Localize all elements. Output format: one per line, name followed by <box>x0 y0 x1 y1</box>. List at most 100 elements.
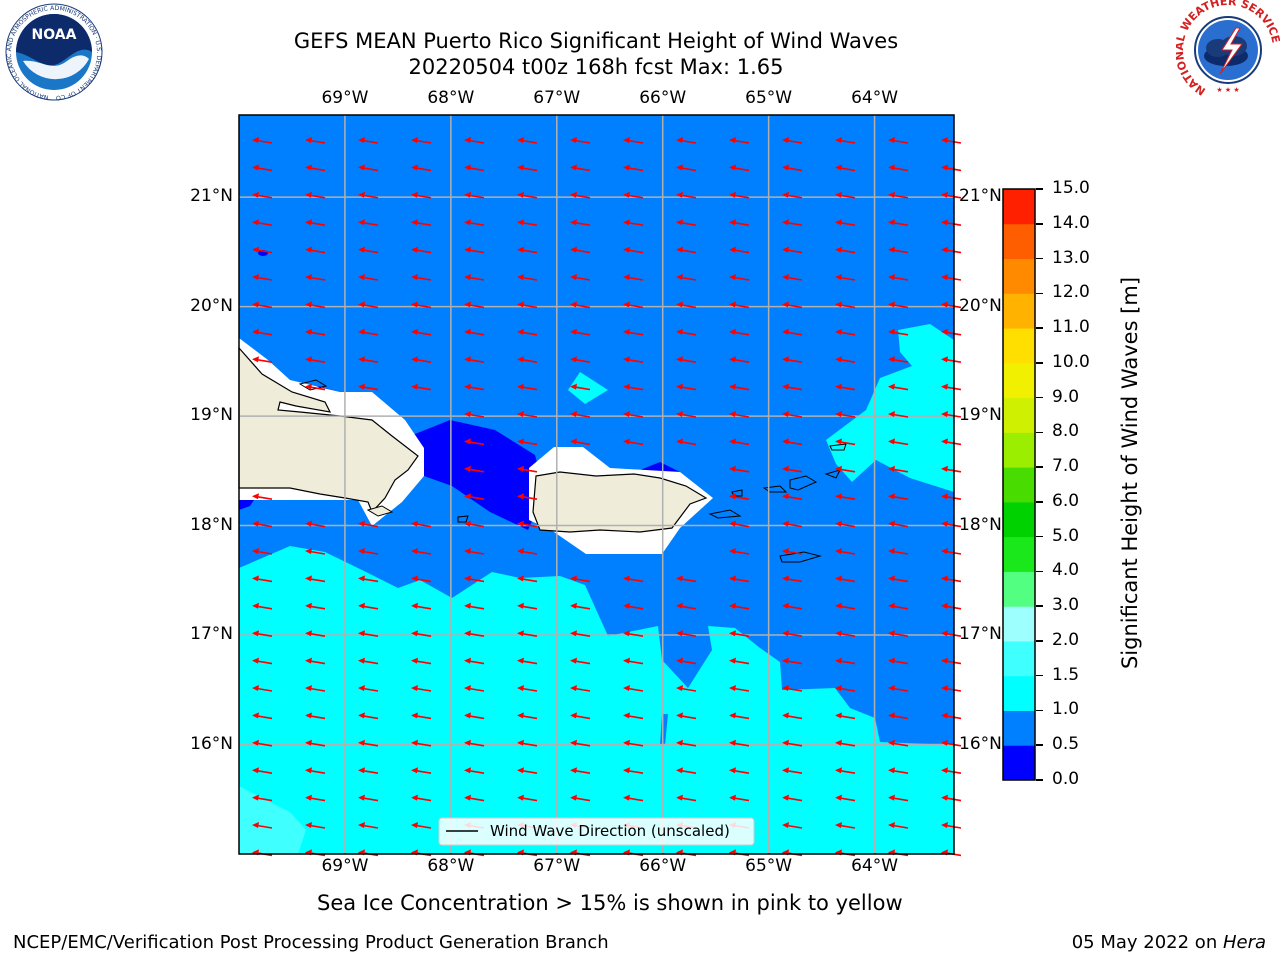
wave-arrow <box>941 602 962 610</box>
wave-arrow <box>411 191 432 199</box>
wave-arrow <box>411 301 432 309</box>
wave-arrow <box>782 191 803 199</box>
wave-arrow <box>411 548 432 555</box>
wave-arrow <box>782 246 803 254</box>
wave-arrow <box>358 739 379 747</box>
lon-label-top: 65°W <box>745 88 793 108</box>
lon-label-top: 68°W <box>427 88 475 108</box>
colorbar-tick-mark <box>1036 396 1043 399</box>
wave-arrow <box>888 520 909 528</box>
wave-arrow <box>888 767 909 774</box>
wave-arrow <box>411 219 432 226</box>
wave-arrow <box>729 164 750 172</box>
wave-arrow <box>623 794 644 802</box>
wave-arrow <box>888 328 909 336</box>
wave-arrow <box>835 767 856 774</box>
wave-arrow <box>676 219 697 226</box>
wave-arrow <box>782 767 803 774</box>
wave-region-1.0-1.5-south <box>239 546 954 854</box>
wave-arrow <box>888 164 909 172</box>
wave-arrow <box>623 356 644 363</box>
wave-arrow <box>570 575 591 583</box>
wave-arrow <box>252 685 273 692</box>
wave-arrow <box>835 274 856 281</box>
wave-arrow <box>676 438 697 446</box>
wave-arrow <box>835 794 856 802</box>
wave-arrow <box>252 822 273 829</box>
colorbar-block <box>1003 397 1035 433</box>
lon-label-top: 67°W <box>533 88 581 108</box>
land-tortuga <box>298 379 328 391</box>
wave-region-1.0-1.5-ne <box>826 324 954 492</box>
wave-arrow <box>517 411 538 418</box>
colorbar-tick-mark <box>1036 779 1043 781</box>
wave-arrow <box>941 191 962 199</box>
wave-arrow <box>570 685 591 692</box>
wave-arrow <box>835 520 856 528</box>
colorbar-tick-mark <box>1036 640 1043 642</box>
noaa-logo-text: NOAA <box>32 27 77 43</box>
wave-arrow <box>888 794 909 802</box>
wave-arrow <box>782 465 803 473</box>
wave-arrow <box>517 219 538 226</box>
wave-region-0-0.5-pr <box>640 462 680 472</box>
wave-arrow <box>835 548 856 555</box>
colorbar-block <box>1003 675 1035 711</box>
wave-arrow <box>623 383 644 391</box>
colorbar-tick-mark <box>1036 605 1043 607</box>
wave-arrow <box>941 794 962 802</box>
wave-arrow <box>570 602 591 610</box>
wave-arrow <box>676 630 697 637</box>
colorbar-tick-label: 10.0 <box>1052 351 1090 372</box>
wave-arrow <box>676 301 697 309</box>
wave-arrow <box>464 438 485 446</box>
wave-direction-arrows <box>252 137 962 857</box>
wave-arrow <box>305 383 326 391</box>
land-saona <box>366 505 394 517</box>
wave-arrow <box>941 767 962 774</box>
wave-arrow <box>782 520 803 528</box>
legend-label: Wind Wave Direction (unscaled) <box>490 822 730 840</box>
land-small-island <box>829 443 847 451</box>
wave-arrow <box>570 657 591 665</box>
wave-arrow <box>305 246 326 254</box>
wave-arrow <box>888 739 909 747</box>
wave-arrow <box>623 328 644 336</box>
colorbar-block <box>1003 501 1035 538</box>
wave-arrow <box>941 575 962 583</box>
lat-label-left: 16°N <box>190 733 233 754</box>
colorbar-tick-label: 12.0 <box>1052 282 1090 303</box>
wave-arrow <box>729 575 750 583</box>
wave-arrow <box>411 822 432 829</box>
wave-arrow <box>464 794 485 802</box>
wave-arrow <box>941 712 962 720</box>
wave-arrow <box>464 685 485 692</box>
colorbar-tick-mark <box>1036 744 1043 746</box>
colorbar-block <box>1003 745 1035 781</box>
wave-arrow <box>729 356 750 363</box>
lat-label-right: 19°N <box>959 405 1002 426</box>
noaa-logo: NATIONAL OCEANIC AND ATMOSPHERIC ADMINIS… <box>3 3 103 101</box>
wave-arrow <box>358 137 379 144</box>
lon-label-bottom: 69°W <box>321 856 369 876</box>
colorbar-tick-label: 14.0 <box>1052 212 1090 233</box>
wave-arrow <box>358 520 379 528</box>
wave-arrow <box>252 191 273 199</box>
wave-arrow <box>358 794 379 802</box>
wave-arrow <box>835 493 856 500</box>
map-frame <box>238 114 955 855</box>
wave-arrow <box>782 219 803 226</box>
wave-arrow <box>729 438 750 446</box>
wave-arrow <box>570 794 591 802</box>
colorbar-tick-label: 2.0 <box>1052 629 1080 650</box>
wave-arrow <box>623 137 644 144</box>
colorbar-tick-label: 1.5 <box>1052 664 1080 685</box>
wave-arrow <box>729 712 750 720</box>
wave-arrow <box>411 602 432 610</box>
sea-ice-note: Sea Ice Concentration > 15% is shown in … <box>317 891 903 915</box>
wave-arrow <box>305 575 326 583</box>
colorbar-tick-mark <box>1036 431 1043 434</box>
wave-arrow <box>676 767 697 774</box>
wave-arrow <box>517 575 538 583</box>
colorbar-block <box>1003 258 1035 294</box>
